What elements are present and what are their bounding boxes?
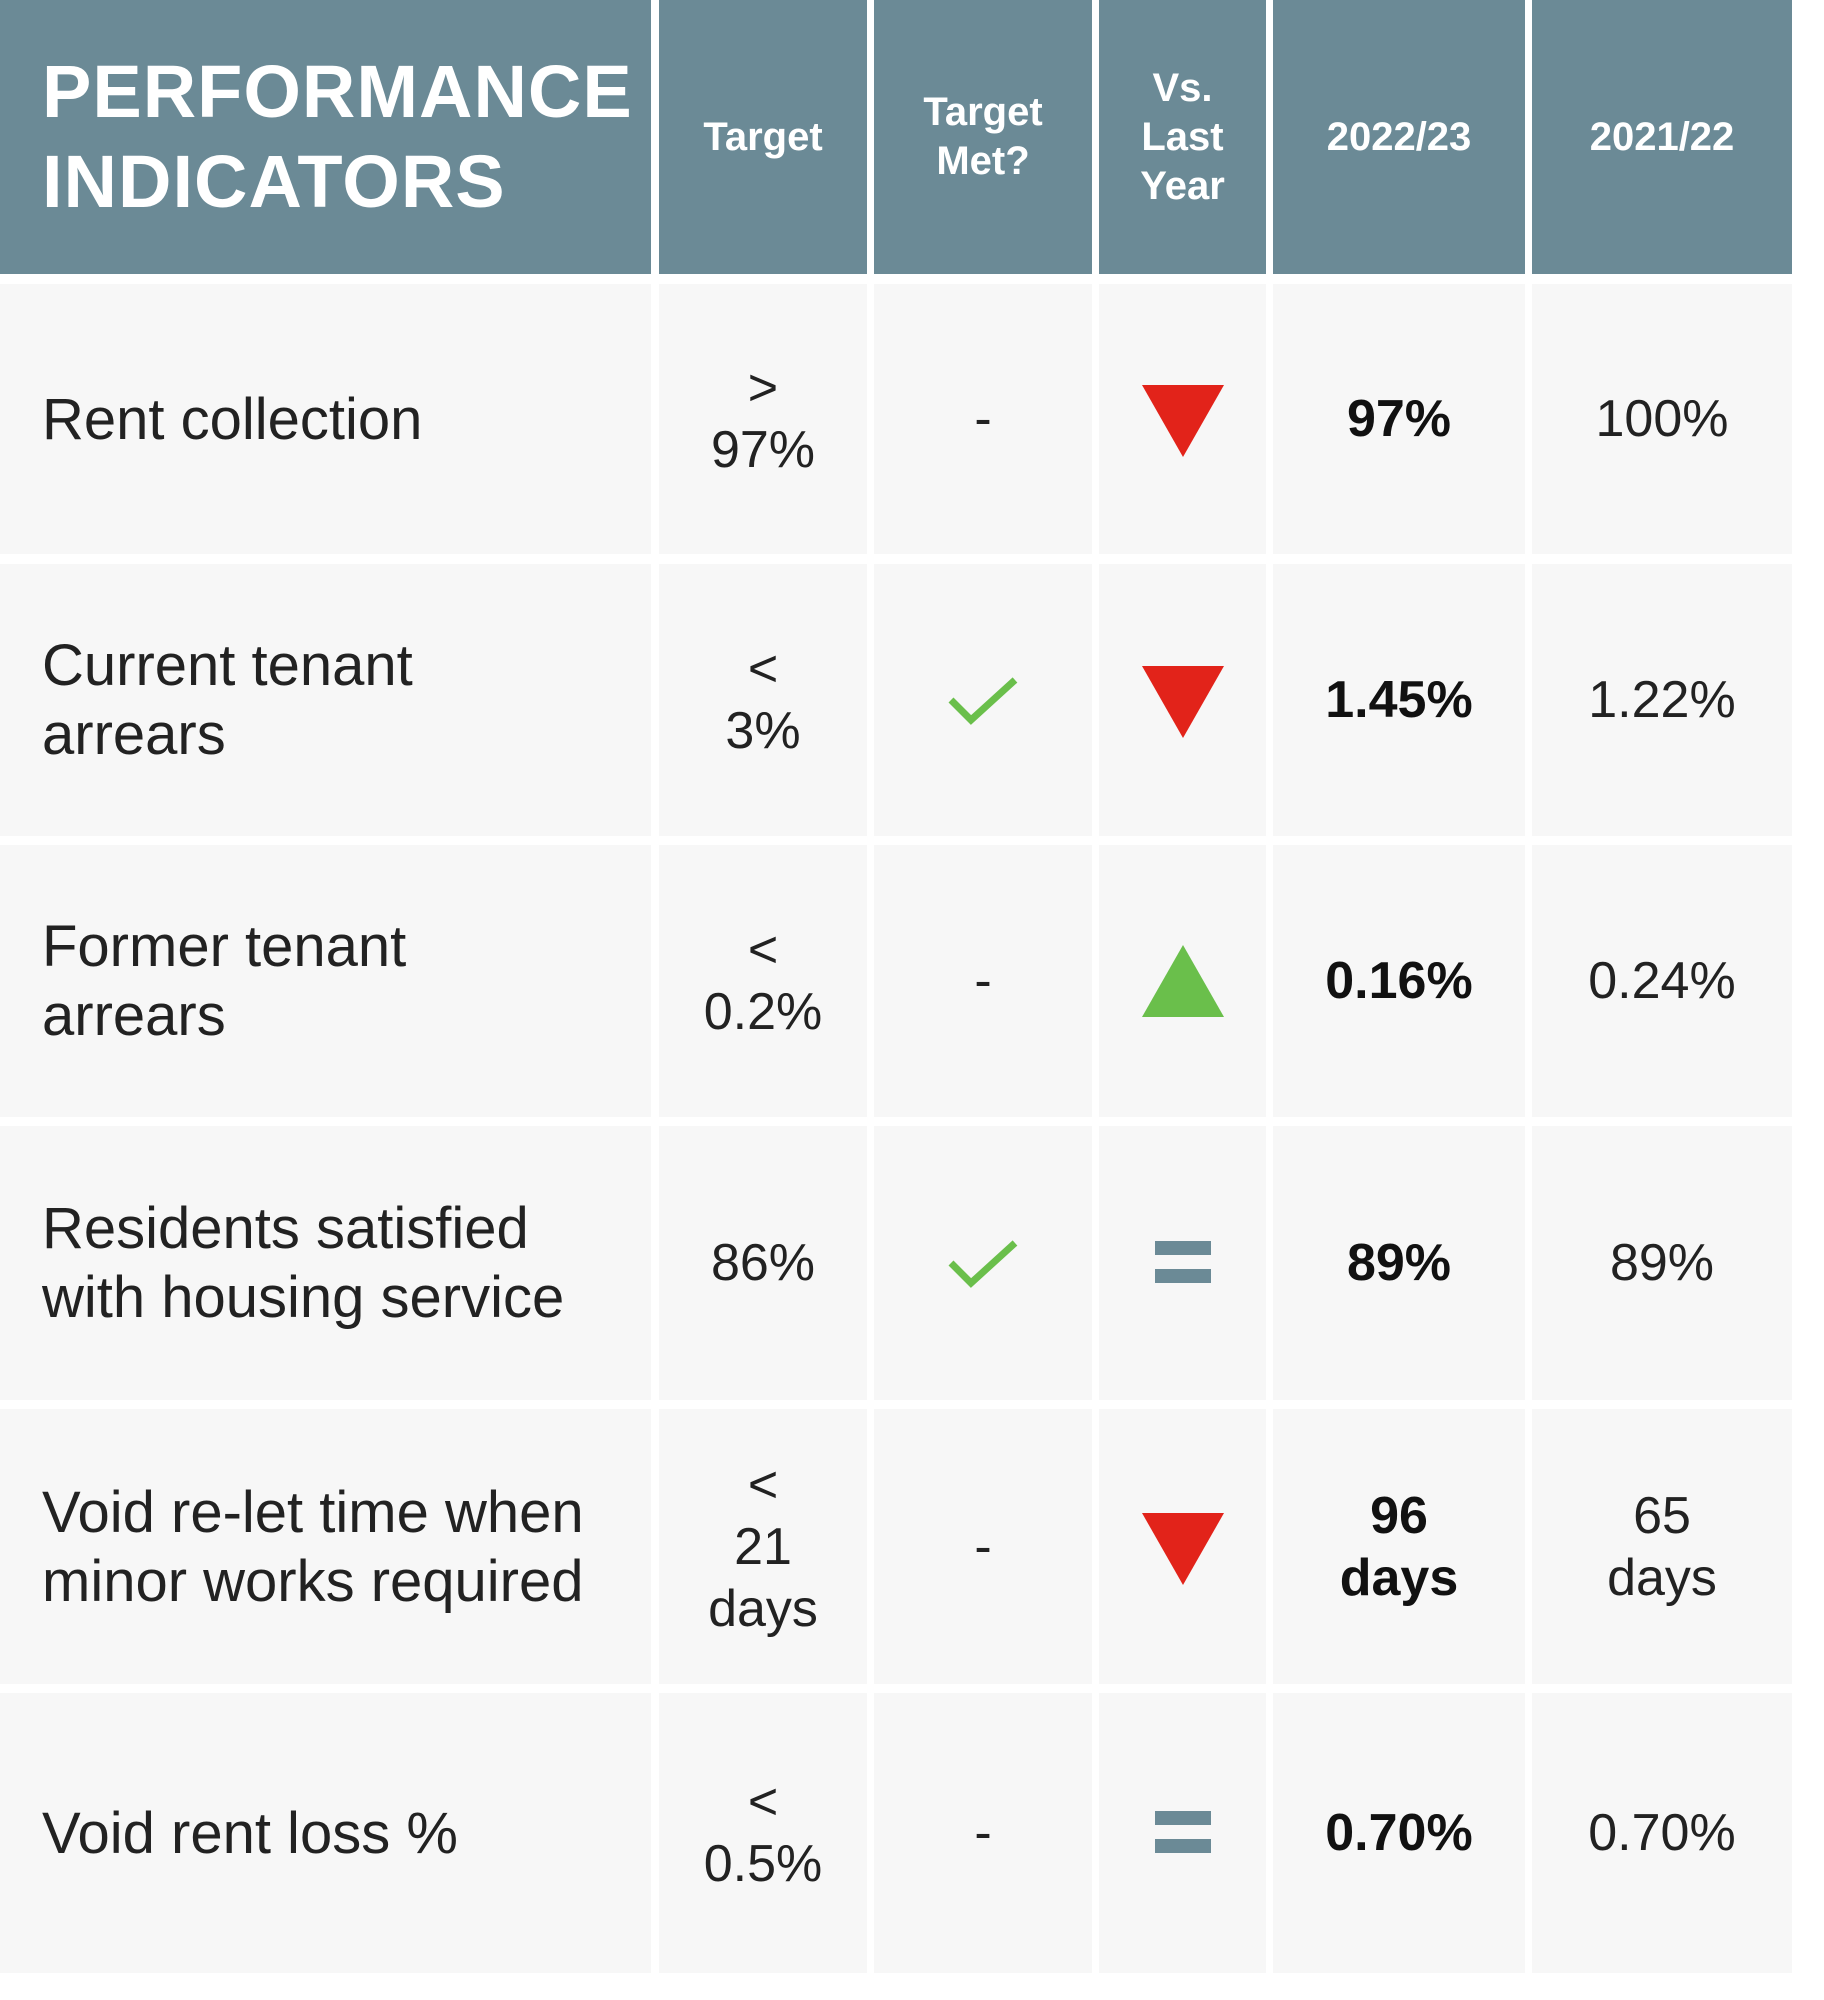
target-met-cell — [874, 1126, 1092, 1400]
column-header-label: Target Met? — [923, 90, 1043, 183]
target-met-value: - — [974, 952, 992, 1010]
target-met-cell: - — [874, 1693, 1092, 1973]
equal-icon — [1154, 1811, 1211, 1853]
target-value: 86% — [710, 1234, 816, 1292]
target-met-value: - — [974, 1804, 992, 1862]
previous-value: 1.22% — [1588, 671, 1736, 729]
current-cell: 1.45% — [1273, 564, 1525, 836]
target-cell: < 3% — [659, 564, 867, 836]
previous-cell: 1.22% — [1532, 564, 1792, 836]
previous-value: 100% — [1595, 390, 1729, 448]
target-cell: < 21 days — [659, 1409, 867, 1684]
target-value: < 0.2% — [703, 921, 823, 1041]
check-icon — [948, 677, 1018, 725]
vs-last-year-cell — [1099, 1126, 1266, 1400]
indicator-text: Void rent loss % — [42, 1800, 458, 1866]
column-header-label: 2022/23 — [1326, 114, 1472, 159]
current-cell: 97% — [1273, 284, 1525, 554]
target-met-cell: - — [874, 845, 1092, 1117]
current-value: 0.16% — [1325, 952, 1473, 1010]
column-header-label: 2021/22 — [1589, 114, 1735, 159]
target-value: < 3% — [725, 640, 801, 760]
previous-cell: 100% — [1532, 284, 1792, 554]
previous-value: 65 days — [1607, 1486, 1717, 1607]
current-value: 97% — [1346, 390, 1452, 448]
column-header-current: 2022/23 — [1273, 0, 1525, 274]
previous-cell: 0.24% — [1532, 845, 1792, 1117]
current-value: 96 days — [1339, 1486, 1459, 1607]
target-met-cell: - — [874, 284, 1092, 554]
vs-last-year-cell — [1099, 284, 1266, 554]
vs-last-year-cell — [1099, 564, 1266, 836]
current-cell: 89% — [1273, 1126, 1525, 1400]
indicator-label: Current tenant arrears — [0, 564, 651, 836]
column-header-target: Target — [659, 0, 867, 274]
target-value: > 97% — [710, 359, 816, 479]
table-title: PERFORMANCE INDICATORS — [0, 0, 651, 274]
current-value: 1.45% — [1325, 671, 1473, 729]
vs-last-year-cell — [1099, 845, 1266, 1117]
target-cell: 86% — [659, 1126, 867, 1400]
previous-value: 89% — [1609, 1234, 1715, 1292]
indicator-text: Former tenant arrears — [42, 914, 407, 1048]
target-cell: < 0.2% — [659, 845, 867, 1117]
target-cell: > 97% — [659, 284, 867, 554]
previous-value: 0.70% — [1588, 1804, 1736, 1862]
indicator-label: Rent collection — [0, 284, 651, 554]
target-met-cell — [874, 564, 1092, 836]
down-arrow-icon — [1141, 666, 1224, 738]
vs-last-year-cell — [1099, 1693, 1266, 1973]
up-arrow-icon — [1141, 945, 1224, 1017]
indicator-text: Current tenant arrears — [42, 633, 413, 767]
column-header-label: Target — [703, 114, 823, 159]
down-arrow-icon — [1141, 385, 1224, 457]
previous-cell: 65 days — [1532, 1409, 1792, 1684]
column-header-previous: 2021/22 — [1532, 0, 1792, 274]
table-title-text: PERFORMANCE INDICATORS — [42, 50, 633, 223]
current-value: 0.70% — [1325, 1804, 1473, 1862]
previous-value: 0.24% — [1588, 952, 1736, 1010]
current-cell: 0.70% — [1273, 1693, 1525, 1973]
vs-last-year-cell — [1099, 1409, 1266, 1684]
target-met-cell: - — [874, 1409, 1092, 1684]
target-value: < 0.5% — [703, 1773, 823, 1893]
indicator-text: Rent collection — [42, 386, 423, 452]
indicator-text: Residents satisfied with housing service — [42, 1196, 565, 1330]
indicator-label: Former tenant arrears — [0, 845, 651, 1117]
check-icon — [948, 1240, 1018, 1288]
previous-cell: 89% — [1532, 1126, 1792, 1400]
current-value: 89% — [1346, 1234, 1452, 1292]
previous-cell: 0.70% — [1532, 1693, 1792, 1973]
equal-icon — [1154, 1241, 1211, 1283]
column-header-vs-last-year: Vs. Last Year — [1099, 0, 1266, 274]
column-header-target-met: Target Met? — [874, 0, 1092, 274]
target-cell: < 0.5% — [659, 1693, 867, 1973]
current-cell: 0.16% — [1273, 845, 1525, 1117]
column-header-label: Vs. Last Year — [1140, 65, 1225, 208]
current-cell: 96 days — [1273, 1409, 1525, 1684]
target-met-value: - — [974, 1517, 992, 1576]
target-met-value: - — [974, 390, 992, 448]
target-value: < 21 days — [708, 1455, 818, 1638]
indicator-label: Residents satisfied with housing service — [0, 1126, 651, 1400]
indicator-label: Void re-let time when minor works requir… — [0, 1409, 651, 1684]
down-arrow-icon — [1141, 1512, 1224, 1585]
indicator-text: Void re-let time when minor works requir… — [42, 1479, 584, 1614]
indicator-label: Void rent loss % — [0, 1693, 651, 1973]
